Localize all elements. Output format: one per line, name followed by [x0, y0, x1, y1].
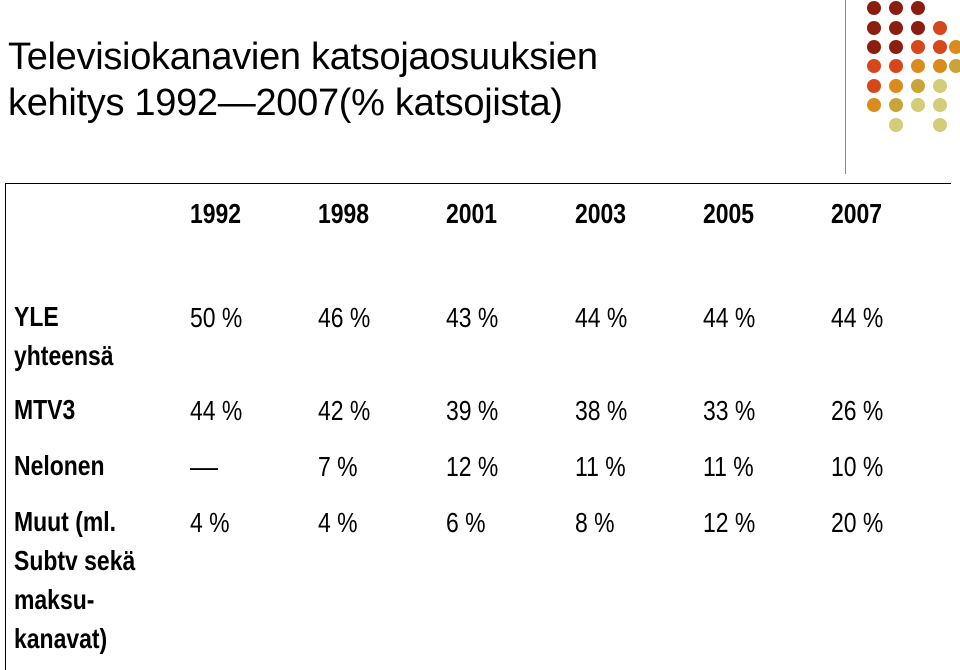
table-cell: 10 % [831, 451, 884, 482]
decorative-dot [889, 118, 903, 132]
table-cell: 20 % [831, 507, 884, 538]
page-title: Televisiokanavien katsojaosuuksien kehit… [8, 34, 828, 126]
decorative-dot [889, 40, 903, 54]
row-label-line: MTV3 [14, 394, 76, 425]
decorative-dot [933, 21, 947, 35]
column-header-year: 2005 [703, 198, 755, 229]
decorative-dot [911, 59, 925, 73]
table-cell: 44 % [190, 395, 243, 426]
table-cell: 6 % [446, 507, 486, 538]
row-label-yle: YLE yhteensä [14, 297, 145, 375]
table-cell: 12 % [446, 451, 499, 482]
table-cell: 11 % [575, 451, 626, 482]
decorative-dot [933, 79, 947, 93]
column-header-year: 2007 [831, 198, 883, 229]
decorative-dot [933, 40, 947, 54]
decorative-dot [867, 98, 881, 112]
decorative-dot [889, 79, 903, 93]
row-label-line: Nelonen [14, 450, 105, 481]
row-label-line: Subtv sekä [14, 545, 136, 576]
table-cell: 44 % [831, 302, 884, 333]
decorative-dot [949, 59, 960, 73]
decorative-dot [889, 98, 903, 112]
row-label-muut: Muut (ml. Subtv sekä maksu- kanavat) [14, 502, 145, 658]
decorative-dot [867, 79, 881, 93]
decorative-dot [911, 98, 925, 112]
table-cell: 43 % [446, 302, 499, 333]
table-cell: 44 % [703, 302, 756, 333]
table-cell: 4 % [190, 507, 230, 538]
table-cell: 4 % [318, 507, 358, 538]
table-cell: 38 % [575, 395, 628, 426]
decorative-dot [889, 1, 903, 15]
table-cell: 26 % [831, 395, 884, 426]
decorative-dot [867, 21, 881, 35]
column-header-year: 2003 [575, 198, 627, 229]
decorative-dot [911, 1, 925, 15]
title-line-1: Televisiokanavien katsojaosuuksien [8, 36, 598, 78]
title-line-2: kehitys 1992—2007(% katsojista) [8, 82, 563, 124]
table-cell: 8 % [575, 507, 615, 538]
decorative-dot [933, 98, 947, 112]
vertical-divider [845, 0, 846, 174]
decorative-dot [867, 40, 881, 54]
row-label-mtv3: MTV3 [14, 390, 145, 429]
table-cell: 50 % [190, 302, 243, 333]
decorative-dot [933, 118, 947, 132]
table-cell: 42 % [318, 395, 371, 426]
row-label-line: Muut (ml. [14, 506, 117, 537]
decorative-dot [949, 40, 960, 54]
decorative-dot [911, 79, 925, 93]
decorative-dot [933, 59, 947, 73]
table-frame-left-border [5, 183, 6, 670]
table-cell: 44 % [575, 302, 628, 333]
decorative-dot [911, 40, 925, 54]
column-header-year: 1998 [318, 198, 370, 229]
decorative-dot [889, 21, 903, 35]
decorative-dot [911, 21, 925, 35]
table-cell: 7 % [318, 451, 358, 482]
row-label-nelonen: Nelonen [14, 446, 145, 485]
table-cell: 12 % [703, 507, 756, 538]
table-cell: — [190, 451, 218, 482]
column-header-year: 2001 [446, 198, 498, 229]
table-cell: 39 % [446, 395, 499, 426]
decorative-dot-grid [867, 1, 960, 132]
row-label-line: kanavat) [14, 623, 108, 654]
horizontal-divider [5, 183, 951, 184]
table-cell: 46 % [318, 302, 371, 333]
decorative-dot [889, 59, 903, 73]
table-cell: 33 % [703, 395, 756, 426]
row-label-line: YLE [14, 301, 59, 332]
decorative-dot [867, 1, 881, 15]
row-label-line: maksu- [14, 584, 95, 615]
decorative-dot [867, 59, 881, 73]
column-header-year: 1992 [190, 198, 242, 229]
row-label-line: yhteensä [14, 340, 114, 371]
table-cell: 11 % [703, 451, 754, 482]
